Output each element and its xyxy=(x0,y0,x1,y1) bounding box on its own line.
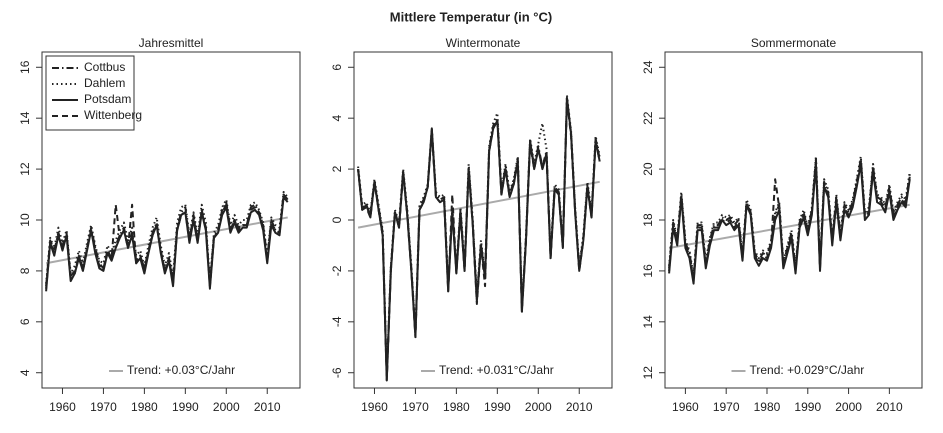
x-tick-label: 2000 xyxy=(213,400,240,414)
y-tick-label: -4 xyxy=(330,316,344,327)
y-tick-label: 2 xyxy=(330,165,344,172)
y-tick-label: 6 xyxy=(18,318,32,325)
x-tick-label: 1990 xyxy=(484,400,511,414)
x-tick-label: 1980 xyxy=(131,400,158,414)
panel-title: Jahresmittel xyxy=(139,36,204,50)
x-tick-label: 1980 xyxy=(443,400,470,414)
y-tick-label: -6 xyxy=(330,367,344,378)
y-tick-label: 14 xyxy=(641,315,655,329)
x-tick-label: 1960 xyxy=(49,400,76,414)
y-tick-label: 16 xyxy=(641,264,655,278)
chart-title: Mittlere Temperatur (in °C) xyxy=(390,9,552,24)
legend-label: Potsdam xyxy=(84,92,131,106)
trend-label: Trend: +0.031°C/Jahr xyxy=(439,363,554,377)
series-line xyxy=(45,193,289,289)
y-tick-label: 12 xyxy=(641,366,655,380)
x-tick-label: 2010 xyxy=(566,400,593,414)
x-tick-label: 1980 xyxy=(754,400,781,414)
y-tick-label: 24 xyxy=(641,60,655,74)
x-tick-label: 1990 xyxy=(172,400,199,414)
trend-line xyxy=(45,216,288,265)
y-tick-label: 4 xyxy=(330,115,344,122)
plot-frame xyxy=(664,51,923,389)
y-tick-label: 8 xyxy=(18,267,32,274)
series-line xyxy=(45,196,289,292)
series-line xyxy=(357,99,601,382)
legend-label: Wittenberg xyxy=(84,108,142,122)
y-tick-label: 18 xyxy=(641,213,655,227)
y-tick-label: -2 xyxy=(330,265,344,276)
series-line xyxy=(668,160,911,283)
x-tick-label: 1960 xyxy=(672,400,699,414)
x-tick-label: 2010 xyxy=(254,400,281,414)
x-tick-label: 1970 xyxy=(90,400,117,414)
legend-label: Cottbus xyxy=(84,60,125,74)
y-tick-label: 14 xyxy=(18,111,32,125)
x-tick-label: 1970 xyxy=(402,400,429,414)
y-tick-label: 0 xyxy=(330,216,344,223)
x-tick-label: 2000 xyxy=(835,400,862,414)
legend-label: Dahlem xyxy=(84,76,125,90)
y-tick-label: 16 xyxy=(18,60,32,74)
series-line xyxy=(668,163,911,285)
y-tick-label: 12 xyxy=(18,162,32,176)
series-line xyxy=(357,96,601,382)
panel-title: Sommermonate xyxy=(751,36,837,50)
y-tick-label: 6 xyxy=(330,64,344,71)
y-tick-label: 20 xyxy=(641,162,655,176)
trend-label: Trend: +0.029°C/Jahr xyxy=(750,363,865,377)
x-tick-label: 1970 xyxy=(713,400,740,414)
y-tick-label: 4 xyxy=(18,369,32,376)
x-tick-label: 1990 xyxy=(794,400,821,414)
x-tick-label: 1960 xyxy=(361,400,388,414)
y-tick-label: 22 xyxy=(641,111,655,125)
plot-frame xyxy=(353,51,613,389)
trend-label: Trend: +0.03°C/Jahr xyxy=(127,363,235,377)
legend-box xyxy=(45,55,135,131)
x-tick-label: 2000 xyxy=(525,400,552,414)
panel-title: Wintermonate xyxy=(446,36,521,50)
x-tick-label: 2010 xyxy=(876,400,903,414)
y-tick-label: 10 xyxy=(18,213,32,227)
